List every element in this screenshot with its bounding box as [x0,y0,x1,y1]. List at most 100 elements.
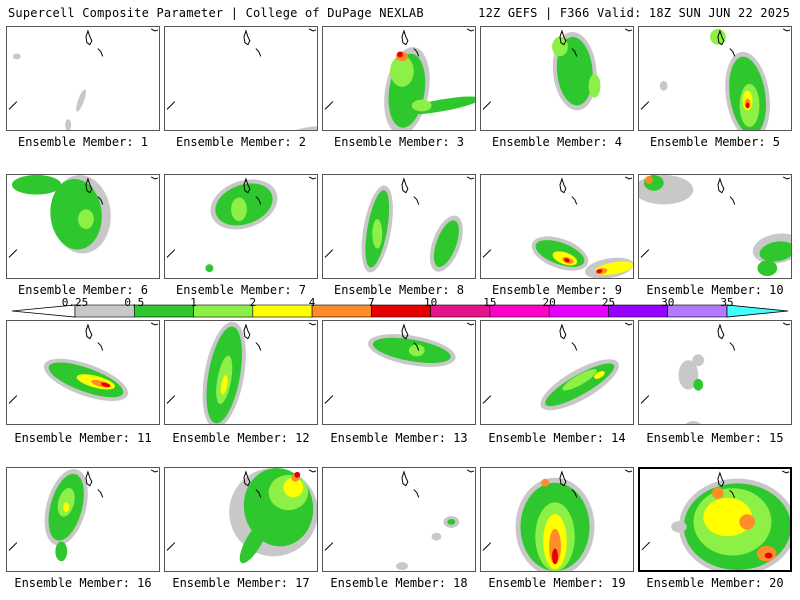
ensemble-map-panel-14 [480,320,634,425]
northeast-coast-outline [466,28,475,32]
lake-michigan-outline [85,323,93,340]
scp-contour [739,514,755,530]
northeast-coast-outline [782,176,791,180]
ensemble-map-panel-10 [638,174,792,279]
scp-contour [549,528,561,565]
gulf-coast-outline [324,101,334,110]
colorbar-tick-label: 1 [190,296,197,309]
lake-michigan-outline [243,323,251,340]
member-label-13: Ensemble Member: 13 [330,431,468,445]
scp-contour [552,36,568,57]
scp-contour [759,241,791,262]
colorbar-segment [252,304,313,318]
lake-shoreline [413,48,420,57]
ensemble-map-panel-3 [322,26,476,131]
northeast-coast-outline [308,28,317,32]
colorbar-segment [193,304,254,318]
colorbar-tick-label: 35 [720,296,734,309]
scp-contour [78,209,94,229]
ensemble-map-panel-15 [638,320,792,425]
ensemble-map-panel-11 [6,320,160,425]
ensemble-map-panel-12 [164,320,318,425]
scp-contour [562,369,597,391]
gulf-coast-outline [482,101,492,110]
scp-contour [294,471,301,478]
member-label-5: Ensemble Member: 5 [649,135,781,149]
scp-map-11 [8,322,159,404]
scp-map-10 [639,175,791,277]
scp-contour [659,80,668,91]
scp-map-5 [640,28,791,130]
member-label-12: Ensemble Member: 12 [172,431,310,445]
gulf-coast-outline [482,542,492,551]
scp-contour [11,175,62,195]
gulf-coast-outline [8,249,18,258]
lake-michigan-outline [559,470,567,487]
scp-contour [63,502,70,513]
scp-map-9 [482,176,633,278]
gulf-coast-outline [640,395,650,404]
scp-contour [65,119,72,130]
lake-michigan-outline [243,470,251,487]
scp-contour [76,89,86,112]
northeast-coast-outline [150,28,159,32]
scp-contour [564,258,570,263]
lake-michigan-outline [401,470,409,487]
scp-map-1 [8,28,159,130]
ensemble-map-panel-8 [322,174,476,279]
gulf-coast-outline [166,101,176,110]
scp-contour [745,102,750,109]
colorbar-tick-label: 0.5 [124,296,145,309]
scp-map-19 [482,469,633,571]
scp-contour [596,269,603,274]
scp-map-4 [482,28,633,111]
scp-map-13 [324,322,475,404]
lake-shoreline [97,48,104,57]
gulf-coast-outline [166,395,176,404]
colorbar-tick-label: 20 [542,296,556,309]
member-label-6: Ensemble Member: 6 [17,283,149,297]
lake-michigan-outline [401,323,409,340]
scp-contour [671,520,687,533]
ensemble-map-panel-6 [6,174,160,279]
lake-shoreline [571,489,578,498]
scp-contour [239,519,268,564]
scp-contour [703,497,753,537]
scp-contour [431,532,442,541]
scp-contour [231,197,247,222]
header-valid-time: 12Z GEFS | F366 Valid: 18Z SUN JUN 22 20… [478,6,790,20]
colorbar-tick-label: 0.25 [61,296,89,309]
northeast-coast-outline [466,469,475,473]
scp-contour [205,264,214,273]
scp-contour [685,421,701,424]
member-label-2: Ensemble Member: 2 [175,135,307,149]
lake-michigan-outline [559,177,567,194]
colorbar-segment [667,304,728,318]
gulf-coast-outline [166,542,176,551]
colorbar-segment [548,304,609,318]
member-label-20: Ensemble Member: 20 [646,576,784,590]
colorbar-tick-label: 15 [483,296,497,309]
member-label-14: Ensemble Member: 14 [488,431,626,445]
scp-contour [396,562,408,571]
northeast-coast-outline [308,469,317,473]
ensemble-map-panel-17 [164,467,318,572]
gulf-coast-outline [640,249,650,258]
scp-contour [594,371,605,379]
scp-map-16 [8,468,159,562]
lake-shoreline [97,342,104,351]
northeast-coast-outline [150,322,159,326]
ensemble-map-panel-20 [638,467,792,572]
northeast-coast-outline [782,322,791,326]
scp-map-6 [8,175,159,258]
gulf-coast-outline [324,249,334,258]
scp-map-7 [166,176,317,273]
colorbar [11,304,789,318]
scp-map-20 [641,470,790,570]
colorbar-segment [608,304,669,318]
lake-shoreline [413,342,420,351]
scp-map-8 [324,176,475,273]
northeast-coast-outline [624,28,633,32]
lake-michigan-outline [85,29,93,46]
northeast-coast-outline [624,176,633,180]
